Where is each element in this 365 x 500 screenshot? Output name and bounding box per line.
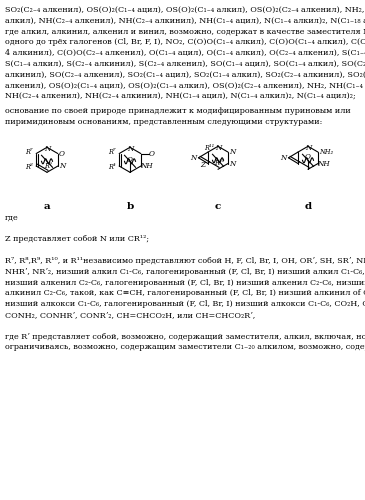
Text: S(C₁₋₄ алкил), S(C₂₋₄ алкинил), S(C₂₋₄ алкенил), SO(C₁₋₄ ацил), SO(C₁₋₄ алкил), : S(C₁₋₄ алкил), S(C₂₋₄ алкинил), S(C₂₋₄ а… (5, 60, 365, 68)
Text: N: N (44, 146, 50, 154)
Text: Z: Z (200, 160, 205, 168)
Text: R⁸: R⁸ (25, 163, 33, 171)
Text: O: O (149, 150, 155, 158)
Text: b: b (126, 202, 134, 211)
Text: N: N (59, 162, 65, 170)
Text: R¹⁰: R¹⁰ (214, 160, 224, 168)
Text: N: N (305, 144, 311, 152)
Text: низший алкенил C₂-C₆, галогенированный (F, Cl, Br, I) низший алкенил C₂-C₆, низш: низший алкенил C₂-C₆, галогенированный (… (5, 278, 365, 286)
Text: R⁷: R⁷ (25, 148, 33, 156)
Text: N: N (280, 154, 287, 162)
Text: NH(C₂₋₄ алкенил), NH(C₂₋₄ алкинил), NH(C₁₋₄ ацил), N(C₁₋₄ алкил)₂, N(C₁₋₄ ацил)₂: NH(C₂₋₄ алкенил), NH(C₂₋₄ алкинил), NH(C… (5, 92, 356, 100)
Text: R⁹: R⁹ (44, 162, 52, 170)
Text: NH: NH (318, 160, 330, 168)
Text: c: c (215, 202, 221, 211)
Text: основание по своей природе принадлежит к модифицированным пуриновым или: основание по своей природе принадлежит к… (5, 107, 351, 115)
Text: R⁷: R⁷ (108, 148, 116, 156)
Text: алкенил), OS(O)₂(C₁₋₄ ацил), OS(O)₂(C₁₋₄ алкил), OS(O)₂(C₂₋₄ алкенил), NH₂, NH(C: алкенил), OS(O)₂(C₁₋₄ ацил), OS(O)₂(C₁₋₄… (5, 82, 365, 90)
Text: CONH₂, CONHRʼ, CONRʼ₂, CH=CHCO₂H, или CH=CHCO₂Rʼ,: CONH₂, CONHRʼ, CONRʼ₂, CH=CHCO₂H, или CH… (5, 311, 255, 319)
Text: 4 алкинил), C(O)O(C₂₋₄ алкенил), O(C₁₋₄ ацил), O(C₁₋₄ алкил), O(C₂₋₄ алкенил), S: 4 алкинил), C(O)O(C₂₋₄ алкенил), O(C₁₋₄ … (5, 49, 365, 57)
Text: ограничиваясь, возможно, содержащим заместители C₁₋₂₀ алкилом, возможно, содержа: ограничиваясь, возможно, содержащим заме… (5, 344, 365, 351)
Text: d: d (304, 202, 312, 211)
Text: R⁷, R⁸,R⁹, R¹⁰, и R¹¹независимо представляют собой H, F, Cl, Br, I, OH, ORʼ, SH,: R⁷, R⁸,R⁹, R¹⁰, и R¹¹независимо представ… (5, 257, 365, 265)
Text: O: O (305, 154, 311, 162)
Text: SO₂(C₂₋₄ алкенил), OS(O)₂(C₁₋₄ ацил), OS(O)₂(C₁₋₄ алкил), OS(O)₂(C₂₋₄ алкенил), : SO₂(C₂₋₄ алкенил), OS(O)₂(C₁₋₄ ацил), OS… (5, 6, 365, 14)
Text: N: N (229, 160, 236, 168)
Text: NHRʼ, NRʼ₂, низший алкил C₁-C₆, галогенированный (F, Cl, Br, I) низший алкил C₁-: NHRʼ, NRʼ₂, низший алкил C₁-C₆, галогени… (5, 268, 365, 276)
Text: Z представляет собой N или CR¹²;: Z представляет собой N или CR¹²; (5, 236, 149, 244)
Text: где Rʼ представляет собой, возможно, содержащий заместителя, алкил, включая, но : где Rʼ представляет собой, возможно, сод… (5, 332, 365, 340)
Text: N: N (190, 154, 197, 162)
Text: низший алкокси C₁-C₆, галогенированный (F, Cl, Br, I) низший алкокси C₁-C₆, CO₂H: низший алкокси C₁-C₆, галогенированный (… (5, 300, 365, 308)
Text: алкинил C₂-C₆, такой, как C≡CH, галогенированный (F, Cl, Br, I) низший алкинил o: алкинил C₂-C₆, такой, как C≡CH, галогени… (5, 290, 365, 298)
Text: пиримидиновым основаниям, представленным следующими структурами:: пиримидиновым основаниям, представленным… (5, 118, 322, 126)
Text: N: N (127, 146, 133, 154)
Text: алкил), NH(C₂₋₄ алкенил), NH(C₂₋₄ алкинил), NH(C₁₋₄ ацил), N(C₁₋₄ алкил)₂, N(C₁₋: алкил), NH(C₂₋₄ алкенил), NH(C₂₋₄ алкини… (5, 17, 365, 25)
Text: R⁴: R⁴ (108, 163, 116, 171)
Text: где: где (5, 214, 19, 222)
Text: NH₂: NH₂ (319, 148, 333, 156)
Text: O: O (127, 156, 133, 164)
Text: алкинил), SO(C₂₋₄ алкенил), SO₂(C₁₋₄ ацил), SO₂(C₁₋₄ алкил), SO₂(C₂₋₄ алкинил), : алкинил), SO(C₂₋₄ алкенил), SO₂(C₁₋₄ аци… (5, 71, 365, 79)
Text: a: a (44, 202, 50, 211)
Text: O: O (59, 150, 65, 158)
Text: NH: NH (141, 162, 153, 170)
Text: где алкил, алкинил, алкенил и винил, возможно, содержат в качестве заместителя N: где алкил, алкинил, алкенил и винил, воз… (5, 28, 365, 36)
Text: N: N (229, 148, 236, 156)
Text: N: N (215, 144, 221, 152)
Text: одного до трёх галогенов (Cl, Br, F, I), NO₂, C(O)O(C₁₋₄ алкил), C(O)O(C₁₋₄ алки: одного до трёх галогенов (Cl, Br, F, I),… (5, 38, 365, 46)
Text: R¹¹: R¹¹ (204, 144, 214, 152)
